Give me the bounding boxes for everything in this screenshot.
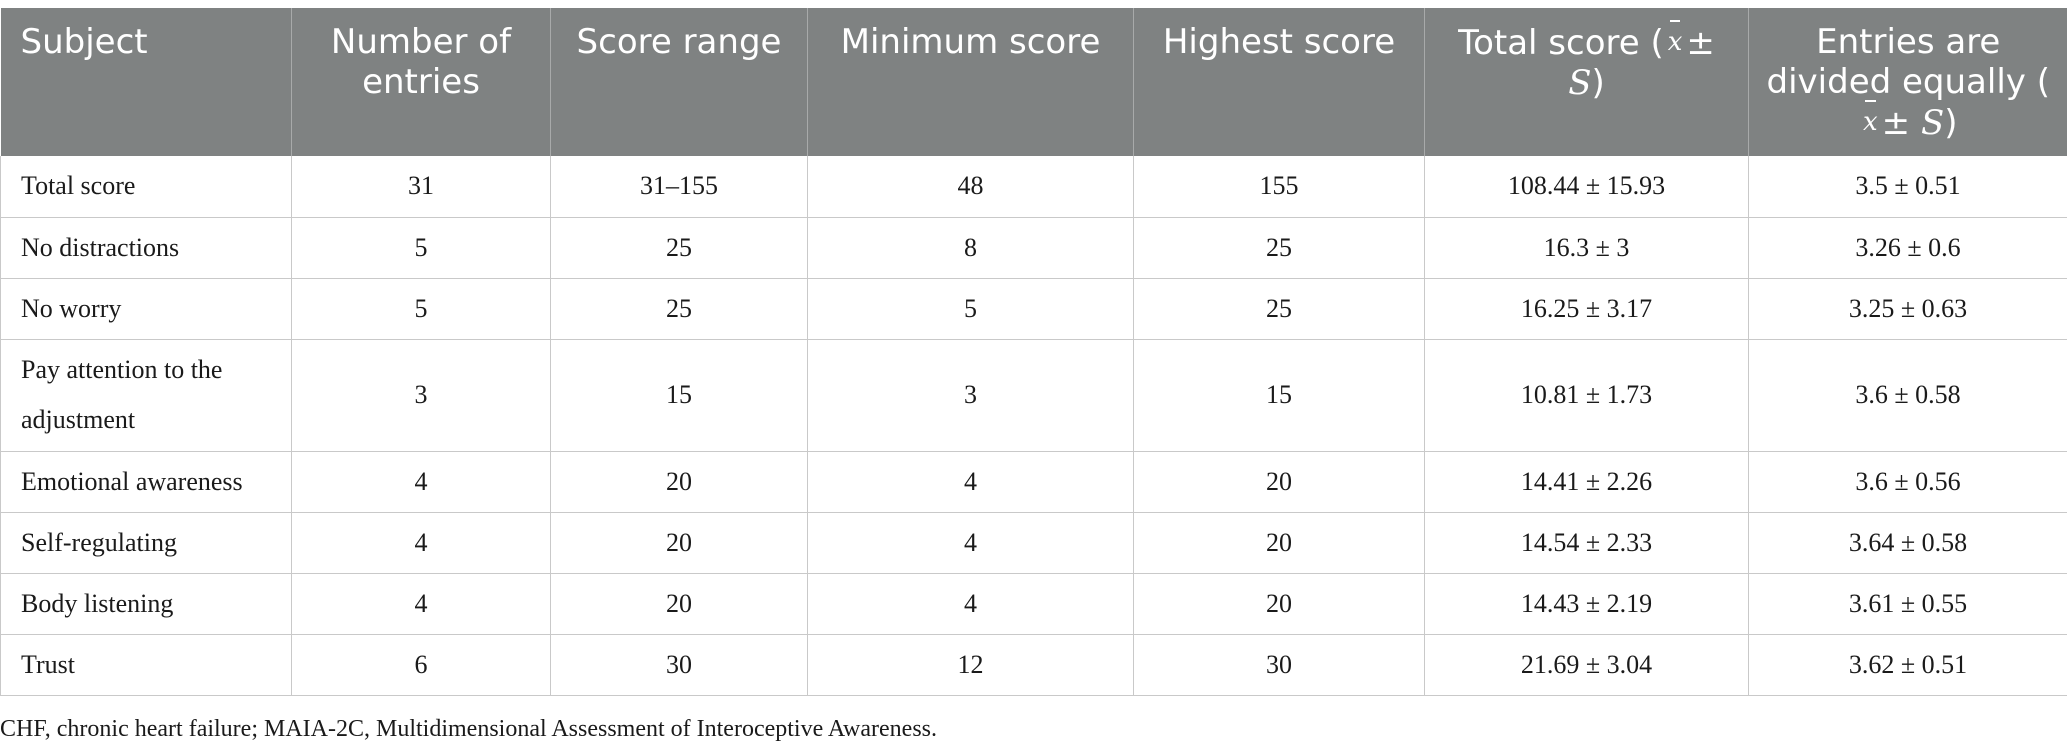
header-score-range: Score range xyxy=(550,8,808,156)
header-entries-prefix: Entries are divided equally ( xyxy=(1766,22,2050,102)
header-entries-s: S xyxy=(1920,103,1945,143)
cell-entries-divided: 3.62 ± 0.51 xyxy=(1748,634,2067,696)
cell-highest-score: 155 xyxy=(1133,156,1425,218)
maia-score-table: Subject Number of entries Score range Mi… xyxy=(0,8,2067,696)
cell-subject: Pay attention to the adjustment xyxy=(0,339,292,452)
cell-minimum-score: 4 xyxy=(807,512,1134,574)
header-entries-suffix: ) xyxy=(1944,103,1958,143)
header-entries-divided: Entries are divided equally (x ± S) xyxy=(1748,8,2067,156)
cell-total-score: 108.44 ± 15.93 xyxy=(1424,156,1749,218)
cell-highest-score: 30 xyxy=(1133,634,1425,696)
header-total-score: Total score (x ± S) xyxy=(1424,8,1749,156)
cell-highest-score: 25 xyxy=(1133,217,1425,279)
cell-minimum-score: 3 xyxy=(807,339,1134,452)
table-row: Emotional awareness 4 20 4 20 14.41 ± 2.… xyxy=(0,451,2067,513)
cell-minimum-score: 5 xyxy=(807,278,1134,340)
cell-number-of-entries: 4 xyxy=(291,573,551,635)
table-row: No distractions 5 25 8 25 16.3 ± 3 3.26 … xyxy=(0,217,2067,279)
cell-entries-divided: 3.64 ± 0.58 xyxy=(1748,512,2067,574)
cell-subject: No distractions xyxy=(0,217,292,279)
cell-minimum-score: 4 xyxy=(807,573,1134,635)
cell-total-score: 14.54 ± 2.33 xyxy=(1424,512,1749,574)
cell-score-range: 25 xyxy=(550,217,808,279)
cell-entries-divided: 3.6 ± 0.56 xyxy=(1748,451,2067,513)
cell-score-range: 15 xyxy=(550,339,808,452)
header-total-xbar: x xyxy=(1668,20,1682,62)
cell-subject: Trust xyxy=(0,634,292,696)
cell-highest-score: 25 xyxy=(1133,278,1425,340)
cell-entries-divided: 3.5 ± 0.51 xyxy=(1748,156,2067,218)
table-body: Total score 31 31–155 48 155 108.44 ± 15… xyxy=(0,156,2067,696)
table-row: No worry 5 25 5 25 16.25 ± 3.17 3.25 ± 0… xyxy=(0,278,2067,340)
cell-highest-score: 15 xyxy=(1133,339,1425,452)
cell-subject: Self-regulating xyxy=(0,512,292,574)
cell-number-of-entries: 4 xyxy=(291,451,551,513)
cell-total-score: 21.69 ± 3.04 xyxy=(1424,634,1749,696)
cell-score-range: 30 xyxy=(550,634,808,696)
cell-score-range: 25 xyxy=(550,278,808,340)
cell-total-score: 14.43 ± 2.19 xyxy=(1424,573,1749,635)
table-row: Body listening 4 20 4 20 14.43 ± 2.19 3.… xyxy=(0,573,2067,635)
header-total-pm: ± xyxy=(1686,23,1715,63)
header-row: Subject Number of entries Score range Mi… xyxy=(0,8,2067,156)
cell-entries-divided: 3.25 ± 0.63 xyxy=(1748,278,2067,340)
cell-minimum-score: 12 xyxy=(807,634,1134,696)
results-table-container: Subject Number of entries Score range Mi… xyxy=(0,8,2067,696)
header-entries-xbar: x xyxy=(1863,100,1878,142)
cell-minimum-score: 8 xyxy=(807,217,1134,279)
header-highest-score: Highest score xyxy=(1133,8,1425,156)
cell-score-range: 20 xyxy=(550,573,808,635)
table-row: Total score 31 31–155 48 155 108.44 ± 15… xyxy=(0,156,2067,218)
table-header: Subject Number of entries Score range Mi… xyxy=(0,8,2067,156)
cell-minimum-score: 48 xyxy=(807,156,1134,218)
cell-total-score: 16.25 ± 3.17 xyxy=(1424,278,1749,340)
cell-highest-score: 20 xyxy=(1133,573,1425,635)
table-row: Self-regulating 4 20 4 20 14.54 ± 2.33 3… xyxy=(0,512,2067,574)
header-subject: Subject xyxy=(0,8,292,156)
cell-subject: Body listening xyxy=(0,573,292,635)
header-number-of-entries: Number of entries xyxy=(291,8,551,156)
cell-score-range: 20 xyxy=(550,512,808,574)
table-row: Trust 6 30 12 30 21.69 ± 3.04 3.62 ± 0.5… xyxy=(0,634,2067,696)
cell-total-score: 16.3 ± 3 xyxy=(1424,217,1749,279)
header-total-prefix: Total score ( xyxy=(1458,23,1664,63)
cell-total-score: 10.81 ± 1.73 xyxy=(1424,339,1749,452)
cell-number-of-entries: 5 xyxy=(291,278,551,340)
header-entries-pm: ± xyxy=(1881,103,1911,143)
cell-entries-divided: 3.26 ± 0.6 xyxy=(1748,217,2067,279)
cell-subject: Emotional awareness xyxy=(0,451,292,513)
table-footnote: CHF, chronic heart failure; MAIA-2C, Mul… xyxy=(0,716,938,742)
cell-number-of-entries: 6 xyxy=(291,634,551,696)
header-total-s: S xyxy=(1568,63,1592,103)
cell-total-score: 14.41 ± 2.26 xyxy=(1424,451,1749,513)
cell-number-of-entries: 5 xyxy=(291,217,551,279)
cell-number-of-entries: 31 xyxy=(291,156,551,218)
cell-number-of-entries: 3 xyxy=(291,339,551,452)
cell-score-range: 20 xyxy=(550,451,808,513)
cell-highest-score: 20 xyxy=(1133,512,1425,574)
header-minimum-score: Minimum score xyxy=(807,8,1134,156)
cell-number-of-entries: 4 xyxy=(291,512,551,574)
cell-subject: No worry xyxy=(0,278,292,340)
cell-entries-divided: 3.61 ± 0.55 xyxy=(1748,573,2067,635)
cell-highest-score: 20 xyxy=(1133,451,1425,513)
cell-entries-divided: 3.6 ± 0.58 xyxy=(1748,339,2067,452)
header-total-suffix: ) xyxy=(1591,63,1605,103)
table-row: Pay attention to the adjustment 3 15 3 1… xyxy=(0,339,2067,452)
cell-minimum-score: 4 xyxy=(807,451,1134,513)
cell-score-range: 31–155 xyxy=(550,156,808,218)
cell-subject: Total score xyxy=(0,156,292,218)
